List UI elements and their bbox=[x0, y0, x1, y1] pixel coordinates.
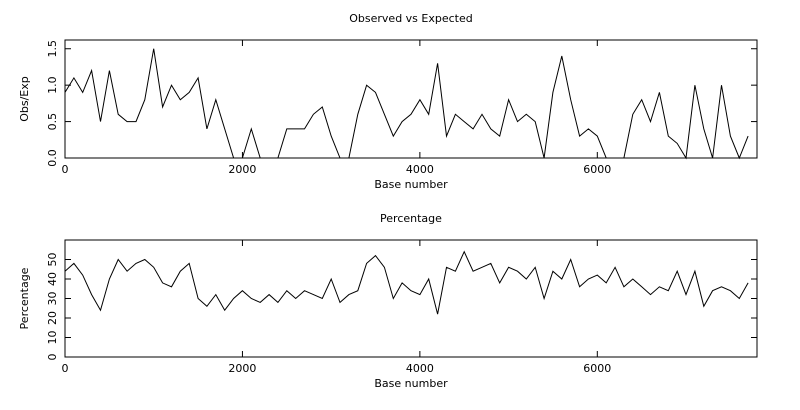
plot-frame bbox=[64, 239, 758, 358]
chart-title: Percentage bbox=[380, 212, 442, 225]
data-line bbox=[64, 250, 749, 315]
y-axis-label: Obs/Exp bbox=[18, 76, 31, 122]
y-tick-label: 0 bbox=[46, 354, 59, 361]
x-tick-label: 0 bbox=[62, 362, 69, 375]
x-tick-label: 6000 bbox=[583, 362, 611, 375]
chart-title: Observed vs Expected bbox=[349, 12, 472, 25]
y-tick-label: 10 bbox=[46, 331, 59, 345]
x-tick-label: 0 bbox=[62, 163, 69, 176]
plot-frame bbox=[64, 39, 758, 159]
y-tick-label: 20 bbox=[46, 311, 59, 325]
y-axis-label: Percentage bbox=[18, 267, 31, 329]
y-tick-label: 0.0 bbox=[46, 149, 59, 167]
x-tick-label: 4000 bbox=[406, 163, 434, 176]
y-tick-label: 0.5 bbox=[46, 113, 59, 131]
x-tick-label: 4000 bbox=[406, 362, 434, 375]
y-tick-label: 50 bbox=[46, 253, 59, 267]
x-axis-label: Base number bbox=[374, 377, 448, 390]
x-tick-label: 2000 bbox=[228, 163, 256, 176]
x-tick-label: 2000 bbox=[228, 362, 256, 375]
x-tick-label: 6000 bbox=[583, 163, 611, 176]
y-tick-label: 1.5 bbox=[46, 40, 59, 58]
y-tick-label: 1.0 bbox=[46, 76, 59, 94]
y-tick-label: 40 bbox=[46, 272, 59, 286]
x-axis-label: Base number bbox=[374, 178, 448, 191]
y-tick-label: 30 bbox=[46, 292, 59, 306]
data-line bbox=[64, 48, 749, 160]
